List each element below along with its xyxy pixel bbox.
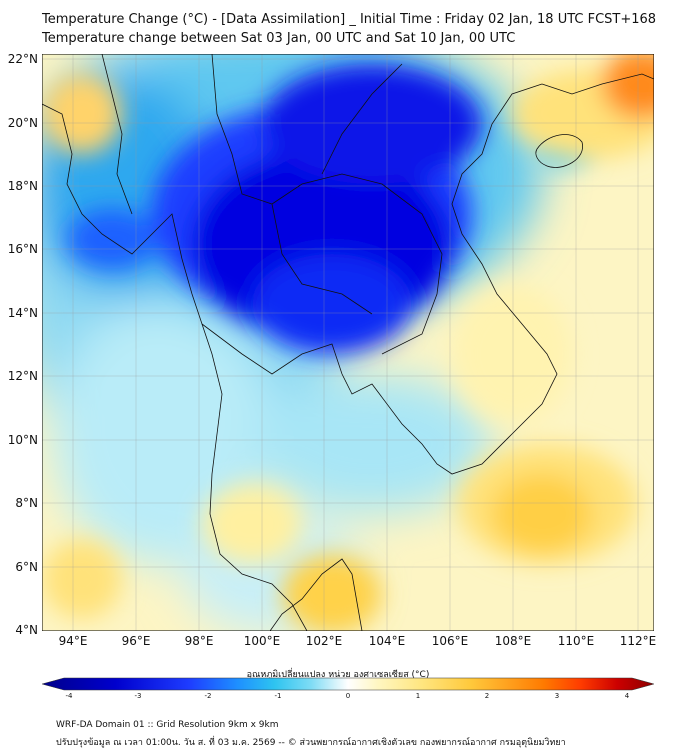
lat-label-14n: 14°N [7, 306, 38, 320]
colorbar-tick-1: 1 [415, 692, 421, 700]
lat-label-4n: 4°N [15, 623, 38, 637]
lon-label-110e: 110°E [557, 634, 595, 648]
lat-label-16n: 16°N [7, 242, 38, 256]
lon-label-104e: 104°E [368, 634, 406, 648]
lat-label-12n: 12°N [7, 369, 38, 383]
warm-field [42, 54, 654, 631]
colorbar-tick-2: 2 [484, 692, 490, 700]
lat-label-20n: 20°N [7, 116, 38, 130]
map-field-svg [42, 54, 654, 631]
lat-label-8n: 8°N [15, 496, 38, 510]
lat-label-18n: 18°N [7, 179, 38, 193]
colorbar-tick-neg4: -4 [65, 692, 73, 700]
lon-label-98e: 98°E [184, 634, 214, 648]
graticule [42, 54, 654, 631]
lat-label-22n: 22°N [7, 52, 38, 66]
colorbar [42, 677, 654, 691]
colorbar-tick-neg2: -2 [204, 692, 212, 700]
lon-label-96e: 96°E [121, 634, 151, 648]
colorbar-tick-4: 4 [624, 692, 630, 700]
lon-label-94e: 94°E [58, 634, 88, 648]
lat-label-10n: 10°N [7, 433, 38, 447]
colorbar-tick-neg1: -1 [274, 692, 282, 700]
temperature-change-map [42, 54, 654, 631]
lon-label-112e: 112°E [619, 634, 657, 648]
colorbar-tick-3: 3 [554, 692, 560, 700]
chart-subtitle: Temperature change between Sat 03 Jan, 0… [42, 31, 516, 46]
lon-label-100e: 100°E [243, 634, 281, 648]
lon-label-106e: 106°E [431, 634, 469, 648]
colorbar-title: อุณหภูมิเปลี่ยนแปลง หน่วย องศาเซลเซียส (… [246, 670, 430, 680]
colorbar-tick-0: 0 [345, 692, 351, 700]
model-info: WRF-DA Domain 01 :: Grid Resolution 9km … [56, 720, 279, 730]
lat-label-6n: 6°N [15, 560, 38, 574]
lon-label-108e: 108°E [494, 634, 532, 648]
coastlines [42, 54, 654, 631]
chart-title: Temperature Change (°C) - [Data Assimila… [42, 12, 657, 27]
colorbar-tick-neg3: -3 [134, 692, 142, 700]
lon-label-102e: 102°E [305, 634, 343, 648]
update-credit: ปรับปรุงข้อมูล ณ เวลา 01:00น. วัน ส. ที่… [56, 738, 566, 748]
